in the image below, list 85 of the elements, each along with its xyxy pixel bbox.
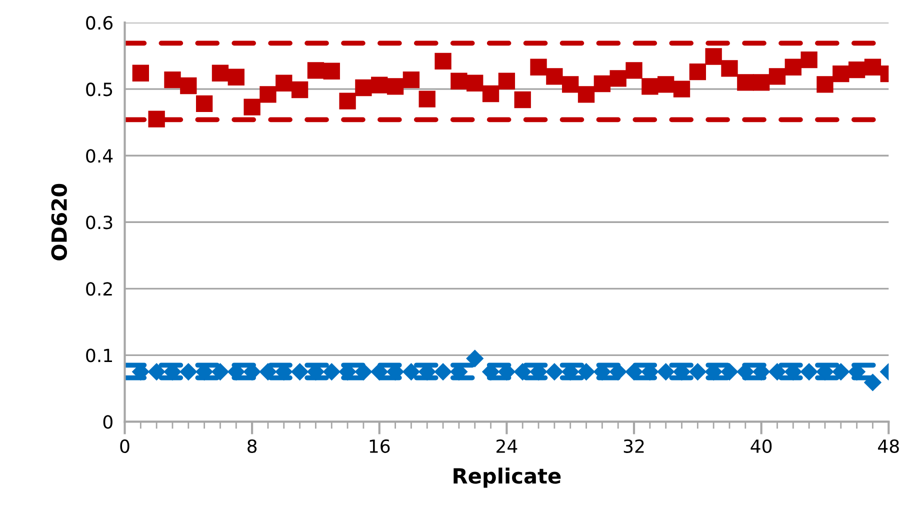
point [466, 350, 484, 368]
point [546, 363, 563, 380]
point [434, 363, 452, 380]
point [370, 363, 388, 380]
point [148, 363, 166, 380]
point [180, 363, 197, 380]
y-tick-label: 0.2 [86, 282, 112, 296]
x-tick-label: 48 [878, 439, 899, 454]
point [196, 95, 213, 112]
point [244, 98, 260, 116]
point [530, 58, 547, 76]
point [164, 71, 181, 88]
point [784, 58, 802, 76]
point [832, 363, 850, 380]
point [546, 68, 563, 85]
x-tick-label: 40 [750, 439, 772, 454]
point [721, 60, 738, 77]
point [800, 363, 818, 380]
y-tick-label: 0.3 [86, 216, 112, 230]
point [402, 363, 420, 380]
point [276, 74, 292, 92]
point [339, 92, 356, 110]
point [323, 62, 340, 80]
y-tick-label: 0.6 [86, 16, 113, 30]
point [466, 74, 484, 92]
x-tick-label: 24 [496, 439, 518, 453]
point [848, 61, 866, 78]
point [307, 62, 324, 79]
point [768, 363, 786, 380]
point [148, 110, 165, 128]
point [212, 363, 229, 380]
point [689, 63, 706, 80]
point [514, 363, 532, 380]
point [673, 80, 690, 98]
point [689, 363, 706, 380]
point [482, 85, 500, 102]
x-tick-label: 0 [120, 439, 130, 454]
point [514, 91, 531, 108]
point [132, 64, 149, 82]
point [864, 374, 882, 391]
point [578, 86, 595, 103]
point [864, 58, 882, 76]
point [418, 90, 436, 108]
y-axis-title: OD620 [51, 184, 67, 260]
x-axis-title: Replicate [454, 468, 561, 488]
point [578, 363, 595, 380]
point [816, 76, 834, 93]
x-tick-label: 8 [248, 439, 257, 454]
x-tick-label: 32 [624, 439, 644, 454]
point [180, 77, 197, 94]
point [737, 74, 754, 91]
point [323, 363, 340, 380]
point [402, 71, 420, 88]
point [658, 76, 674, 93]
point [386, 78, 404, 95]
y-tick-label: 0 [103, 415, 112, 429]
point [434, 52, 452, 70]
point [610, 70, 626, 87]
point [768, 68, 786, 85]
point [657, 363, 674, 380]
point [259, 363, 277, 380]
point [625, 363, 643, 380]
y-tick-label: 0.1 [86, 348, 112, 362]
point [260, 86, 276, 103]
point [291, 81, 308, 98]
point [354, 363, 372, 380]
point [562, 76, 579, 93]
point [291, 363, 308, 380]
point [371, 76, 388, 94]
point [498, 72, 516, 90]
point [594, 75, 611, 92]
y-tick-label: 0.4 [86, 149, 113, 163]
point [212, 64, 229, 82]
point [832, 65, 850, 82]
x-tick-label: 16 [370, 439, 390, 454]
point [450, 72, 468, 90]
point [752, 74, 770, 91]
point [642, 78, 658, 95]
y-tick-label: 0.5 [86, 82, 112, 96]
point [720, 363, 738, 380]
point [705, 48, 722, 65]
point [355, 79, 372, 96]
point [800, 51, 818, 68]
point [228, 68, 244, 86]
point [626, 62, 642, 79]
